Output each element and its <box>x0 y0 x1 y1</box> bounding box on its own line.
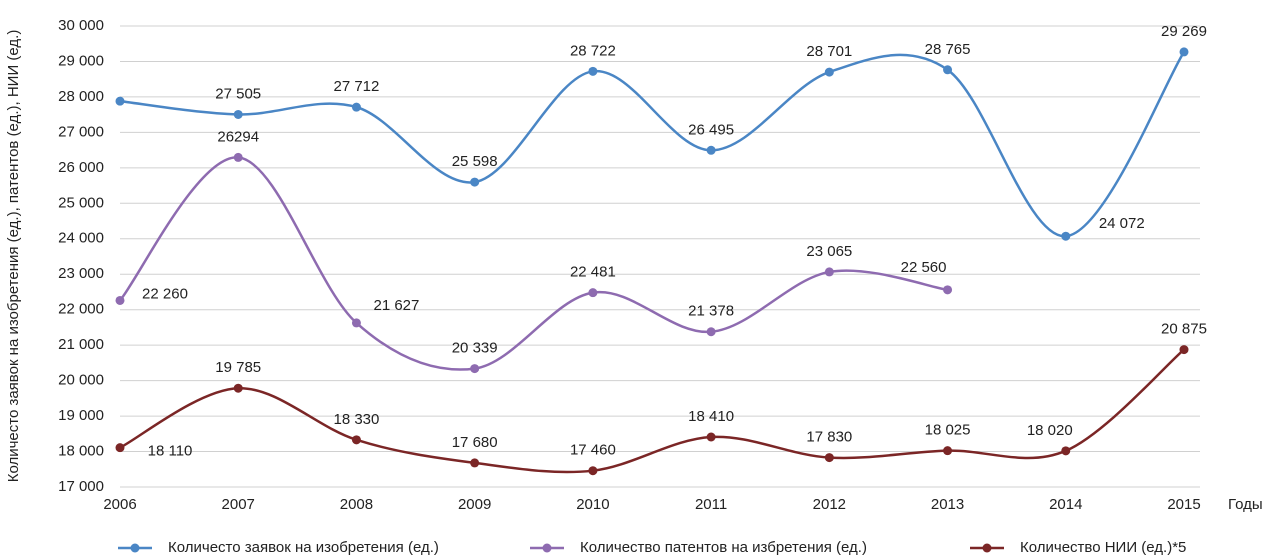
legend-label: Количесто заявок на изобретения (ед.) <box>168 539 439 556</box>
x-tick-label: 2011 <box>695 496 727 513</box>
y-tick-label: 20 000 <box>58 372 104 389</box>
data-label: 20 875 <box>1161 321 1207 338</box>
data-point <box>1179 47 1189 57</box>
x-tick-label: 2014 <box>1049 496 1082 513</box>
data-point <box>824 67 834 77</box>
x-tick-label: 2007 <box>222 496 255 513</box>
series-line <box>119 156 948 371</box>
data-label: 18 020 <box>1027 422 1073 439</box>
data-point <box>115 295 125 305</box>
data-label: 22 260 <box>142 285 188 302</box>
data-label: 20 339 <box>452 340 498 357</box>
data-label: 18 410 <box>688 408 734 425</box>
x-tick-label: 2008 <box>340 496 373 513</box>
data-label: 19 785 <box>215 359 261 376</box>
data-label: 21 627 <box>373 297 419 314</box>
y-tick-label: 29 000 <box>58 52 104 69</box>
y-axis-label: Количесто заявок на изобретения (ед.), п… <box>5 30 22 483</box>
data-point <box>706 327 716 337</box>
legend-label: Количество НИИ (ед.)*5 <box>1020 539 1186 556</box>
data-point <box>351 435 361 445</box>
data-label: 26294 <box>217 128 259 145</box>
data-point <box>588 288 598 298</box>
data-point <box>943 65 953 75</box>
data-point <box>351 102 361 112</box>
data-point <box>588 466 598 476</box>
data-label: 18 330 <box>333 411 379 428</box>
data-point <box>233 152 243 162</box>
y-tick-label: 24 000 <box>58 230 104 247</box>
data-point <box>588 66 598 76</box>
data-label: 25 598 <box>452 153 498 170</box>
data-label: 18 025 <box>925 422 971 439</box>
y-tick-label: 30 000 <box>58 17 104 34</box>
data-point <box>824 267 834 277</box>
y-tick-label: 23 000 <box>58 265 104 282</box>
series-line <box>119 348 1185 474</box>
data-label: 27 505 <box>215 85 261 102</box>
data-point <box>1179 345 1189 355</box>
y-tick-label: 19 000 <box>58 407 104 424</box>
data-label: 18 110 <box>148 443 193 460</box>
legend-marker <box>130 543 140 553</box>
data-point <box>351 318 361 328</box>
y-tick-label: 25 000 <box>58 194 104 211</box>
data-label: 24 072 <box>1099 215 1145 232</box>
data-point <box>824 453 834 463</box>
data-label: 26 495 <box>688 121 734 138</box>
y-tick-label: 21 000 <box>58 336 104 353</box>
x-tick-label: 2006 <box>103 496 136 513</box>
data-point <box>115 96 125 106</box>
data-label: 22 560 <box>901 259 947 276</box>
data-point <box>1061 446 1071 456</box>
data-label: 17 680 <box>452 434 498 451</box>
x-axis-label: Годы <box>1228 496 1263 513</box>
data-label: 27 712 <box>333 78 379 95</box>
data-point <box>943 446 953 456</box>
data-label: 17 460 <box>570 442 616 459</box>
data-point <box>470 364 480 374</box>
legend-label: Количество патентов на избретения (ед.) <box>580 539 867 556</box>
x-tick-label: 2010 <box>576 496 609 513</box>
x-tick-label: 2015 <box>1167 496 1200 513</box>
y-tick-label: 26 000 <box>58 159 104 176</box>
x-tick-label: 2013 <box>931 496 964 513</box>
y-tick-label: 17 000 <box>58 478 104 495</box>
data-label: 21 378 <box>688 303 734 320</box>
data-point <box>706 432 716 442</box>
data-point <box>1061 231 1071 241</box>
y-tick-label: 28 000 <box>58 88 104 105</box>
data-label: 28 722 <box>570 42 616 59</box>
legend-marker <box>542 543 552 553</box>
data-point <box>233 109 243 119</box>
data-label: 29 269 <box>1161 23 1207 40</box>
data-label: 28 701 <box>806 43 852 60</box>
legend-marker <box>982 543 992 553</box>
y-tick-label: 27 000 <box>58 123 104 140</box>
data-label: 22 481 <box>570 264 616 281</box>
data-label: 28 765 <box>925 41 971 58</box>
y-tick-label: 18 000 <box>58 443 104 460</box>
data-point <box>233 383 243 393</box>
data-point <box>115 443 125 453</box>
data-point <box>470 177 480 187</box>
data-point <box>706 145 716 155</box>
series-line <box>119 51 1186 238</box>
x-tick-label: 2009 <box>458 496 491 513</box>
data-point <box>943 285 953 295</box>
data-label: 23 065 <box>806 243 852 260</box>
y-tick-label: 22 000 <box>58 301 104 318</box>
data-label: 17 830 <box>806 429 852 446</box>
x-tick-label: 2012 <box>813 496 846 513</box>
data-point <box>470 458 480 468</box>
